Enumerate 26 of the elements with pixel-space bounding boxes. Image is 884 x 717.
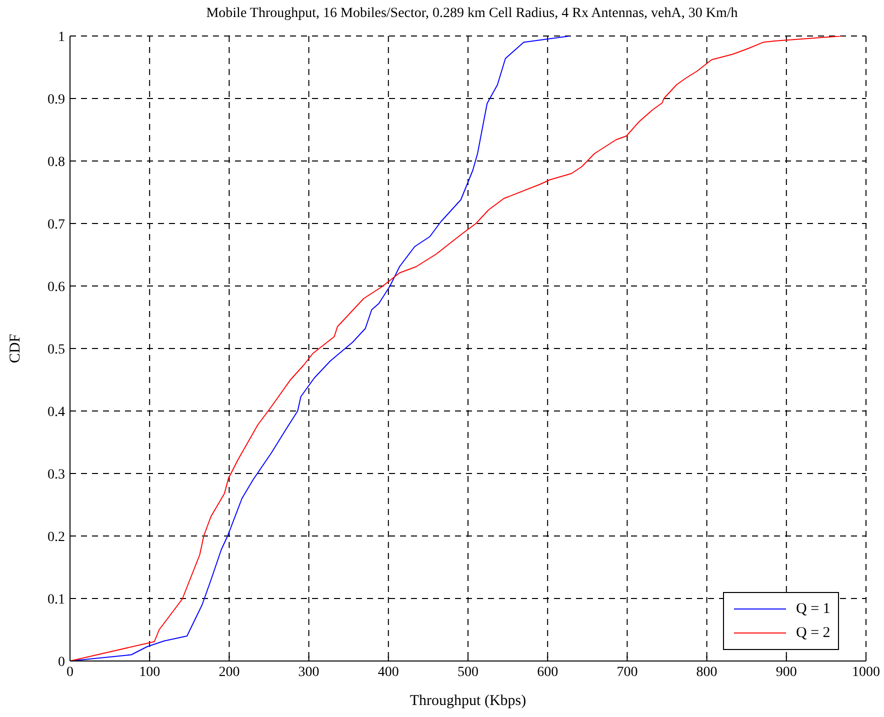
x-tick-label: 200 bbox=[218, 664, 240, 680]
y-tick-label: 0.7 bbox=[48, 217, 65, 232]
x-tick-label: 100 bbox=[139, 664, 160, 680]
y-tick-label: 1 bbox=[58, 30, 65, 45]
legend-label: Q = 1 bbox=[796, 600, 830, 618]
x-tick-label: 400 bbox=[378, 664, 399, 680]
y-tick-label: 0.8 bbox=[48, 154, 65, 170]
x-tick-label: 700 bbox=[616, 664, 638, 680]
y-tick-label: 0.5 bbox=[48, 342, 65, 358]
x-axis-title: Throughput (Kbps) bbox=[410, 693, 526, 709]
legend-label: Q = 2 bbox=[796, 624, 830, 642]
x-tick-label: 300 bbox=[298, 664, 320, 680]
chart-title: Mobile Throughput, 16 Mobiles/Sector, 0.289 km Cell Radius, 4 Rx Antennas, vehA, 30 Km/h bbox=[205, 6, 739, 22]
x-tick-label: 900 bbox=[776, 664, 797, 680]
y-tick-label: 0.9 bbox=[48, 92, 65, 108]
x-tick-label: 800 bbox=[696, 664, 718, 680]
y-tick-label: 0.4 bbox=[48, 404, 65, 420]
y-tick-label: 0.3 bbox=[48, 467, 65, 482]
y-tick-label: 0.1 bbox=[48, 592, 65, 608]
y-tick-label: 0 bbox=[58, 654, 65, 670]
y-tick-label: 0.2 bbox=[48, 530, 65, 545]
x-tick-label: 600 bbox=[537, 664, 558, 680]
y-tick-label: 0.6 bbox=[48, 280, 65, 295]
y-axis-title: CDF bbox=[7, 334, 24, 364]
x-tick-label: 1000 bbox=[852, 664, 880, 680]
x-tick-label: 500 bbox=[458, 664, 478, 680]
